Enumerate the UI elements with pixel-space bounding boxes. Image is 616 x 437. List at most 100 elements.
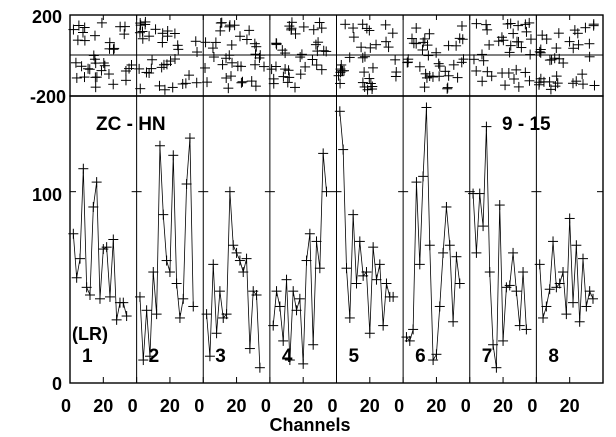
upper-point <box>270 61 281 72</box>
series-point <box>291 305 302 316</box>
upper-point <box>162 25 173 36</box>
upper-point <box>367 62 378 73</box>
upper-point <box>147 54 158 65</box>
upper-point <box>284 21 295 32</box>
series-point <box>408 324 419 335</box>
upper-point <box>451 40 462 51</box>
upper-point <box>216 17 227 28</box>
series-point <box>431 349 442 360</box>
upper-y-tick-label-top: 200 <box>32 7 62 27</box>
series-point <box>208 259 219 270</box>
series-point <box>371 274 382 285</box>
series-point <box>481 121 492 132</box>
series-point <box>84 289 95 300</box>
series-point <box>188 301 199 312</box>
upper-point <box>505 40 516 51</box>
series-point <box>111 314 122 325</box>
upper-point <box>520 19 531 30</box>
upper-point <box>434 71 445 82</box>
series-point <box>588 293 599 304</box>
series-point <box>498 335 509 346</box>
upper-point <box>250 59 261 70</box>
series-point <box>554 278 565 289</box>
upper-point <box>135 83 146 94</box>
x-tick-label: 0 <box>394 396 404 416</box>
upper-point <box>411 38 422 49</box>
series-point <box>121 311 132 322</box>
upper-point <box>569 25 580 36</box>
upper-point <box>313 37 324 48</box>
chart-frames <box>69 14 604 384</box>
upper-point <box>471 65 482 76</box>
upper-point <box>221 72 232 83</box>
series-point <box>301 255 312 266</box>
x-tick-label: 20 <box>293 396 313 416</box>
series-point <box>134 291 145 302</box>
x-tick-label: 20 <box>160 396 180 416</box>
upper-point <box>120 75 131 86</box>
x-tick-label: 0 <box>128 396 138 416</box>
series-point <box>441 201 452 212</box>
upper-point <box>564 36 575 47</box>
upper-point <box>73 20 84 31</box>
upper-point <box>367 84 378 95</box>
upper-point <box>336 59 347 70</box>
series-point <box>161 255 172 266</box>
series-point <box>234 255 245 266</box>
series-point <box>434 301 445 312</box>
series-point <box>374 259 385 270</box>
upper-point <box>235 31 246 42</box>
upper-point <box>96 17 107 28</box>
upper-point <box>554 53 565 64</box>
upper-point <box>177 78 188 89</box>
upper-point <box>202 77 213 88</box>
series-point <box>154 140 165 151</box>
series-point <box>544 284 555 295</box>
upper-point <box>154 80 165 91</box>
series-point <box>474 188 485 199</box>
upper-point <box>150 24 161 35</box>
upper-point <box>225 71 236 82</box>
series-point <box>214 286 225 297</box>
lower-y-tick-label-100: 100 <box>32 185 62 205</box>
series-point <box>164 267 175 278</box>
upper-point <box>553 28 564 39</box>
series-point <box>278 335 289 346</box>
upper-point <box>544 55 555 66</box>
upper-point <box>79 72 90 83</box>
upper-point <box>224 50 235 61</box>
series-point <box>101 242 112 253</box>
x-tick-label: 20 <box>560 396 580 416</box>
series-point <box>571 240 582 251</box>
series-point <box>488 339 499 350</box>
upper-point <box>173 44 184 55</box>
series-point <box>228 240 239 251</box>
upper-point <box>224 20 235 31</box>
x-tick-label: 0 <box>461 396 471 416</box>
upper-point <box>424 28 435 39</box>
upper-point <box>83 63 94 74</box>
upper-point <box>348 32 359 43</box>
upper-point <box>549 53 560 64</box>
series-point <box>151 309 162 320</box>
upper-point <box>558 58 569 69</box>
series-point <box>348 209 359 220</box>
upper-point <box>104 37 115 48</box>
upper-point <box>277 45 288 56</box>
series-point <box>581 301 592 312</box>
upper-point <box>141 67 152 78</box>
upper-point <box>226 39 237 50</box>
chart-title-right: 9 - 15 <box>502 114 551 135</box>
series-point <box>381 278 392 289</box>
upper-point <box>215 25 226 36</box>
series-point <box>174 312 185 323</box>
upper-point <box>478 55 489 66</box>
panel-label: 8 <box>548 346 559 367</box>
series-point <box>178 293 189 304</box>
upper-point <box>440 66 451 77</box>
upper-point <box>284 72 295 83</box>
series-point <box>518 267 529 278</box>
series-point <box>404 335 415 346</box>
panel-label: 6 <box>415 346 426 367</box>
